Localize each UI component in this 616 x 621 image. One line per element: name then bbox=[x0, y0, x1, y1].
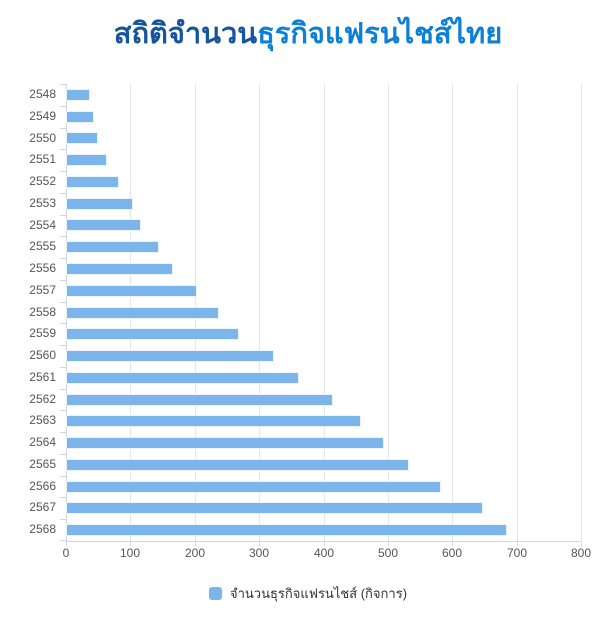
y-axis-label-2567: 2567 bbox=[29, 500, 56, 515]
bar-2559[interactable] bbox=[66, 328, 239, 340]
bar-2558[interactable] bbox=[66, 307, 219, 319]
bar-2564[interactable] bbox=[66, 437, 384, 449]
y-axis-tick bbox=[60, 193, 66, 194]
y-axis-label-2558: 2558 bbox=[29, 304, 56, 319]
x-axis-tick bbox=[259, 542, 260, 546]
y-axis-label-2560: 2560 bbox=[29, 348, 56, 363]
y-axis-tick bbox=[60, 236, 66, 237]
bar-2552[interactable] bbox=[66, 176, 119, 188]
x-axis-tick bbox=[66, 542, 67, 546]
y-axis-label-2564: 2564 bbox=[29, 435, 56, 450]
bar-2554[interactable] bbox=[66, 219, 141, 231]
bar-2566[interactable] bbox=[66, 481, 441, 493]
y-axis-label-2565: 2565 bbox=[29, 456, 56, 471]
plot-area bbox=[60, 84, 582, 546]
bar-2565[interactable] bbox=[66, 459, 409, 471]
y-axis-label-2563: 2563 bbox=[29, 413, 56, 428]
bar-2556[interactable] bbox=[66, 263, 173, 275]
x-axis-tick-label: 300 bbox=[248, 546, 270, 560]
legend-series-label: จำนวนธุรกิจแฟรนไชส์ (กิจการ) bbox=[229, 586, 408, 601]
y-axis-label-2568: 2568 bbox=[29, 522, 56, 537]
y-axis-label-2554: 2554 bbox=[29, 217, 56, 232]
x-axis-tick bbox=[130, 542, 131, 546]
value-gridline bbox=[452, 84, 453, 541]
x-axis-tick bbox=[517, 542, 518, 546]
y-axis-tick bbox=[60, 519, 66, 520]
y-axis-tick bbox=[60, 389, 66, 390]
y-axis-label-2549: 2549 bbox=[29, 108, 56, 123]
y-axis-label-2566: 2566 bbox=[29, 478, 56, 493]
y-axis-tick bbox=[60, 345, 66, 346]
y-axis-label-2556: 2556 bbox=[29, 261, 56, 276]
y-axis-label-2555: 2555 bbox=[29, 239, 56, 254]
value-axis-line bbox=[66, 541, 581, 542]
y-axis-tick bbox=[60, 302, 66, 303]
y-axis-label-2552: 2552 bbox=[29, 174, 56, 189]
y-axis-tick bbox=[60, 323, 66, 324]
x-axis-tick-label: 600 bbox=[441, 546, 463, 560]
y-axis-tick bbox=[60, 215, 66, 216]
bar-2562[interactable] bbox=[66, 394, 333, 406]
x-axis-tick-label: 0 bbox=[62, 546, 70, 560]
x-axis-tick-label: 500 bbox=[377, 546, 399, 560]
bar-2557[interactable] bbox=[66, 285, 197, 297]
x-axis-tick-label: 400 bbox=[313, 546, 335, 560]
y-axis-tick bbox=[60, 367, 66, 368]
bar-2568[interactable] bbox=[66, 524, 507, 536]
bar-2550[interactable] bbox=[66, 132, 98, 144]
legend-item[interactable]: จำนวนธุรกิจแฟรนไชส์ (กิจการ) bbox=[0, 583, 616, 604]
y-axis-tick bbox=[60, 171, 66, 172]
chart-title-dark-part: สถิติจำนวน bbox=[113, 18, 258, 50]
y-axis-label-2557: 2557 bbox=[29, 282, 56, 297]
bar-2561[interactable] bbox=[66, 372, 299, 384]
y-axis-tick bbox=[60, 128, 66, 129]
x-axis-tick-label: 800 bbox=[570, 546, 592, 560]
value-gridline bbox=[517, 84, 518, 541]
x-axis-tick-label: 100 bbox=[119, 546, 141, 560]
bar-2563[interactable] bbox=[66, 415, 361, 427]
y-axis-tick bbox=[60, 84, 66, 85]
y-axis-tick bbox=[60, 432, 66, 433]
y-axis-tick bbox=[60, 476, 66, 477]
value-gridline bbox=[324, 84, 325, 541]
bar-2548[interactable] bbox=[66, 89, 90, 101]
x-axis-tick bbox=[324, 542, 325, 546]
bar-2551[interactable] bbox=[66, 154, 107, 166]
y-axis-tick bbox=[60, 454, 66, 455]
y-axis-label-2551: 2551 bbox=[29, 152, 56, 167]
y-axis-tick bbox=[60, 497, 66, 498]
bar-2560[interactable] bbox=[66, 350, 274, 362]
bar-2549[interactable] bbox=[66, 111, 94, 123]
y-axis-label-2559: 2559 bbox=[29, 326, 56, 341]
value-gridline bbox=[259, 84, 260, 541]
bar-2555[interactable] bbox=[66, 241, 159, 253]
bar-chart: 2548 2549 2550 2551 2552 2553 2554 2555 2556 2557… bbox=[29, 84, 592, 560]
y-axis-label-2553: 2553 bbox=[29, 195, 56, 210]
value-gridline bbox=[581, 84, 582, 541]
legend-series-swatch bbox=[208, 587, 222, 600]
y-axis-tick bbox=[60, 540, 66, 541]
bar-2567[interactable] bbox=[66, 502, 483, 514]
y-axis-label-2562: 2562 bbox=[29, 391, 56, 406]
x-axis-tick bbox=[452, 542, 453, 546]
y-axis-label-2561: 2561 bbox=[29, 369, 56, 384]
y-axis-tick bbox=[60, 280, 66, 281]
x-axis-tick bbox=[388, 542, 389, 546]
x-axis-tick-label: 200 bbox=[184, 546, 206, 560]
x-axis-tick-label: 700 bbox=[506, 546, 528, 560]
y-axis-tick bbox=[60, 410, 66, 411]
chart-title: สถิติจำนวนธุรกิจแฟรนไชส์ไทย bbox=[0, 16, 616, 52]
y-axis-tick bbox=[60, 106, 66, 107]
chart-title-light-part: ธุรกิจแฟรนไชส์ไทย bbox=[257, 18, 503, 50]
y-axis-label-2548: 2548 bbox=[29, 87, 56, 101]
value-gridline bbox=[388, 84, 389, 541]
y-axis-label-2550: 2550 bbox=[29, 130, 56, 145]
y-axis-tick bbox=[60, 258, 66, 259]
y-axis-tick bbox=[60, 149, 66, 150]
x-axis-tick bbox=[195, 542, 196, 546]
x-axis-tick bbox=[581, 542, 582, 546]
bar-2553[interactable] bbox=[66, 198, 133, 210]
